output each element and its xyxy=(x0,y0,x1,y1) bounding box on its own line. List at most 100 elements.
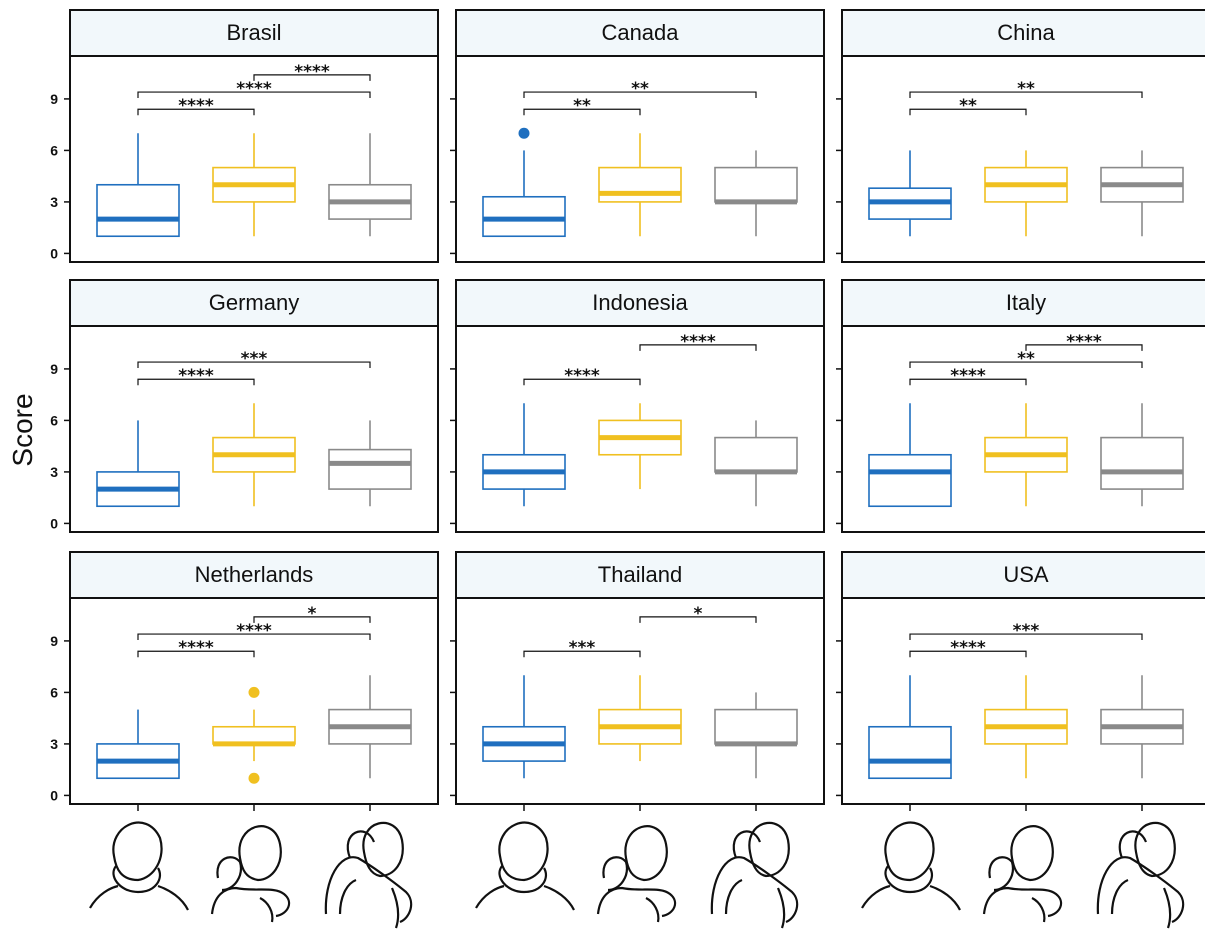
wrapping-arm-outline xyxy=(324,856,413,924)
significance-label: ** xyxy=(631,79,649,99)
significance-label: **** xyxy=(178,96,214,116)
person-hugging-icon xyxy=(710,821,799,929)
head-outline xyxy=(884,821,935,882)
y-tick-label: 9 xyxy=(50,91,58,107)
box-alone xyxy=(868,675,952,780)
bracket-line xyxy=(253,616,371,623)
hand-outline xyxy=(1031,897,1046,923)
panel-indonesia: Indonesia **** **** xyxy=(450,279,825,533)
bracket-line xyxy=(137,378,255,386)
significance-label: * xyxy=(308,604,317,624)
box-iqr xyxy=(868,725,952,780)
significance-label: **** xyxy=(680,332,716,352)
significance-bracket: ** xyxy=(523,96,641,116)
plot-area xyxy=(841,55,1205,263)
body-outline xyxy=(1110,878,1172,929)
significance-bracket: **** xyxy=(909,638,1027,658)
box-alone xyxy=(96,420,180,508)
significance-bracket: * xyxy=(253,604,371,624)
second-head-outline xyxy=(988,856,1014,892)
significance-bracket: ** xyxy=(523,79,757,99)
box-alone xyxy=(868,403,952,508)
bracket-line xyxy=(909,91,1143,99)
panel-title: Canada xyxy=(601,20,679,45)
significance-label: **** xyxy=(950,638,986,658)
collar-outline xyxy=(112,865,162,894)
significance-bracket: **** xyxy=(137,96,255,116)
head-outline xyxy=(362,821,404,878)
bracket-line xyxy=(639,616,757,623)
significance-bracket: *** xyxy=(137,349,371,369)
body-outline xyxy=(338,878,400,929)
panel-title: USA xyxy=(1003,562,1049,587)
bracket-line xyxy=(137,108,255,116)
second-head-outline xyxy=(346,830,376,859)
wrapping-arm-outline xyxy=(1096,856,1185,924)
panel-strip xyxy=(455,551,825,599)
shoulders-outline xyxy=(861,884,961,911)
box-hug-from-behind xyxy=(328,420,412,507)
significance-label: **** xyxy=(178,638,214,658)
outlier-point xyxy=(248,772,260,784)
head-outline xyxy=(112,821,163,882)
significance-label: * xyxy=(694,604,703,624)
significance-bracket: **** xyxy=(523,366,641,386)
panel-title: Italy xyxy=(1006,290,1046,315)
person-hugged-icon xyxy=(210,825,291,923)
shoulders-outline xyxy=(475,884,575,911)
significance-bracket: **** xyxy=(639,332,757,352)
y-tick-label: 0 xyxy=(50,515,58,531)
bracket-line xyxy=(523,650,641,658)
bracket-line xyxy=(137,91,371,99)
significance-label: ** xyxy=(573,96,591,116)
significance-bracket: **** xyxy=(253,62,371,82)
significance-label: ** xyxy=(1017,79,1035,99)
hand-outline xyxy=(645,897,660,923)
box-hug-from-behind xyxy=(1100,675,1184,779)
bracket-line xyxy=(909,378,1027,386)
box-alone xyxy=(96,133,180,238)
y-tick-label: 6 xyxy=(50,412,58,428)
significance-label: *** xyxy=(569,638,596,658)
box-iqr xyxy=(714,436,798,473)
significance-label: **** xyxy=(1066,332,1102,352)
box-alone xyxy=(482,675,566,779)
bracket-line xyxy=(909,650,1027,658)
significance-bracket: **** xyxy=(137,621,371,641)
significance-bracket: **** xyxy=(137,638,255,658)
significance-bracket: *** xyxy=(909,621,1143,641)
head-outline xyxy=(1010,825,1054,882)
box-hug-from-behind xyxy=(328,675,412,779)
y-axis-label: Score xyxy=(7,393,38,466)
significance-label: **** xyxy=(564,366,600,386)
box-hug-from-behind xyxy=(1100,403,1184,507)
box-hug-from-front xyxy=(212,403,296,507)
person-hugged-icon xyxy=(596,825,677,923)
collar-outline xyxy=(884,865,934,894)
person-alone-icon xyxy=(861,821,961,911)
person-hugging-icon xyxy=(1096,821,1185,929)
significance-label: **** xyxy=(178,366,214,386)
head-outline xyxy=(498,821,549,882)
significance-label: **** xyxy=(236,621,272,641)
significance-bracket: **** xyxy=(137,366,255,386)
box-hug-from-front xyxy=(984,675,1068,779)
bracket-line xyxy=(137,650,255,658)
panel-strip xyxy=(455,279,825,327)
bracket-line xyxy=(523,378,641,386)
y-tick-label: 9 xyxy=(50,361,58,377)
bracket-line xyxy=(137,633,371,641)
box-alone xyxy=(96,709,180,780)
box-hug-from-front xyxy=(598,403,682,490)
y-tick-label: 3 xyxy=(50,464,58,480)
y-tick-label: 0 xyxy=(50,245,58,261)
group-icons xyxy=(89,821,1185,929)
box-alone xyxy=(482,403,566,507)
box-hug-from-front xyxy=(212,686,296,784)
head-outline xyxy=(1134,821,1176,878)
second-head-outline xyxy=(602,856,628,892)
hand-outline xyxy=(259,897,274,923)
